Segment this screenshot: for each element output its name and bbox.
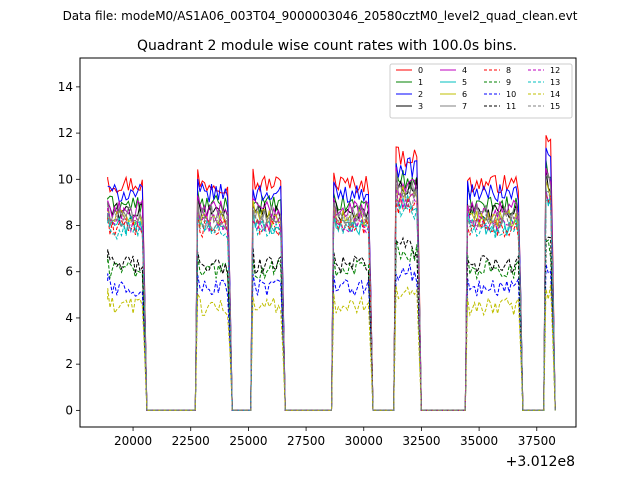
legend-label-14: 14: [550, 90, 560, 99]
legend-label-3: 3: [418, 102, 423, 111]
y-tick-label: 8: [65, 219, 73, 233]
legend-label-4: 4: [462, 66, 467, 75]
x-tick-label: 32500: [402, 434, 440, 448]
y-tick-label: 0: [65, 403, 73, 417]
y-tick-label: 10: [58, 172, 73, 186]
x-tick-label: 25000: [229, 434, 267, 448]
y-tick-label: 4: [65, 311, 73, 325]
legend-box: [389, 63, 573, 119]
x-tick-label: 35000: [460, 434, 498, 448]
x-axis: 20000 22500 25000 27500 30000 32500 35000 37500: [114, 427, 556, 448]
legend-label-10: 10: [506, 90, 516, 99]
series-line-15: [107, 183, 556, 411]
legend-label-8: 8: [506, 66, 511, 75]
y-tick-label: 14: [58, 80, 73, 94]
series-line-2: [107, 147, 556, 411]
chart-title: Quadrant 2 module wise count rates with …: [137, 38, 517, 54]
y-tick-label: 2: [65, 357, 73, 371]
legend-label-7: 7: [462, 102, 467, 111]
legend-label-12: 12: [550, 66, 560, 75]
legend-label-1: 1: [418, 78, 423, 87]
x-tick-label: 20000: [114, 434, 152, 448]
y-tick-label: 6: [65, 265, 73, 279]
x-tick-label: 30000: [345, 434, 383, 448]
series-line-13: [107, 199, 556, 411]
legend-label-13: 13: [550, 78, 560, 87]
x-tick-label: 22500: [172, 434, 210, 448]
x-tick-label: 27500: [287, 434, 325, 448]
legend-label-0: 0: [418, 66, 423, 75]
x-offset-label: +3.012e8: [506, 454, 575, 470]
legend-label-9: 9: [506, 78, 511, 87]
series-line-10: [107, 263, 556, 411]
y-axis: 0 2 4 6 8 10 12 14: [58, 80, 80, 417]
y-tick-label: 12: [58, 126, 73, 140]
plot-frame: [79, 57, 577, 428]
legend-label-11: 11: [506, 102, 516, 111]
x-tick-label: 37500: [518, 434, 556, 448]
series-line-9: [107, 239, 556, 411]
chart-suptitle: Data file: modeM0/AS1A06_003T04_90000030…: [63, 9, 578, 23]
series-layer: [107, 135, 556, 411]
legend-label-5: 5: [462, 78, 467, 87]
legend-label-2: 2: [418, 90, 423, 99]
legend-label-6: 6: [462, 90, 467, 99]
legend-label-15: 15: [550, 102, 560, 111]
